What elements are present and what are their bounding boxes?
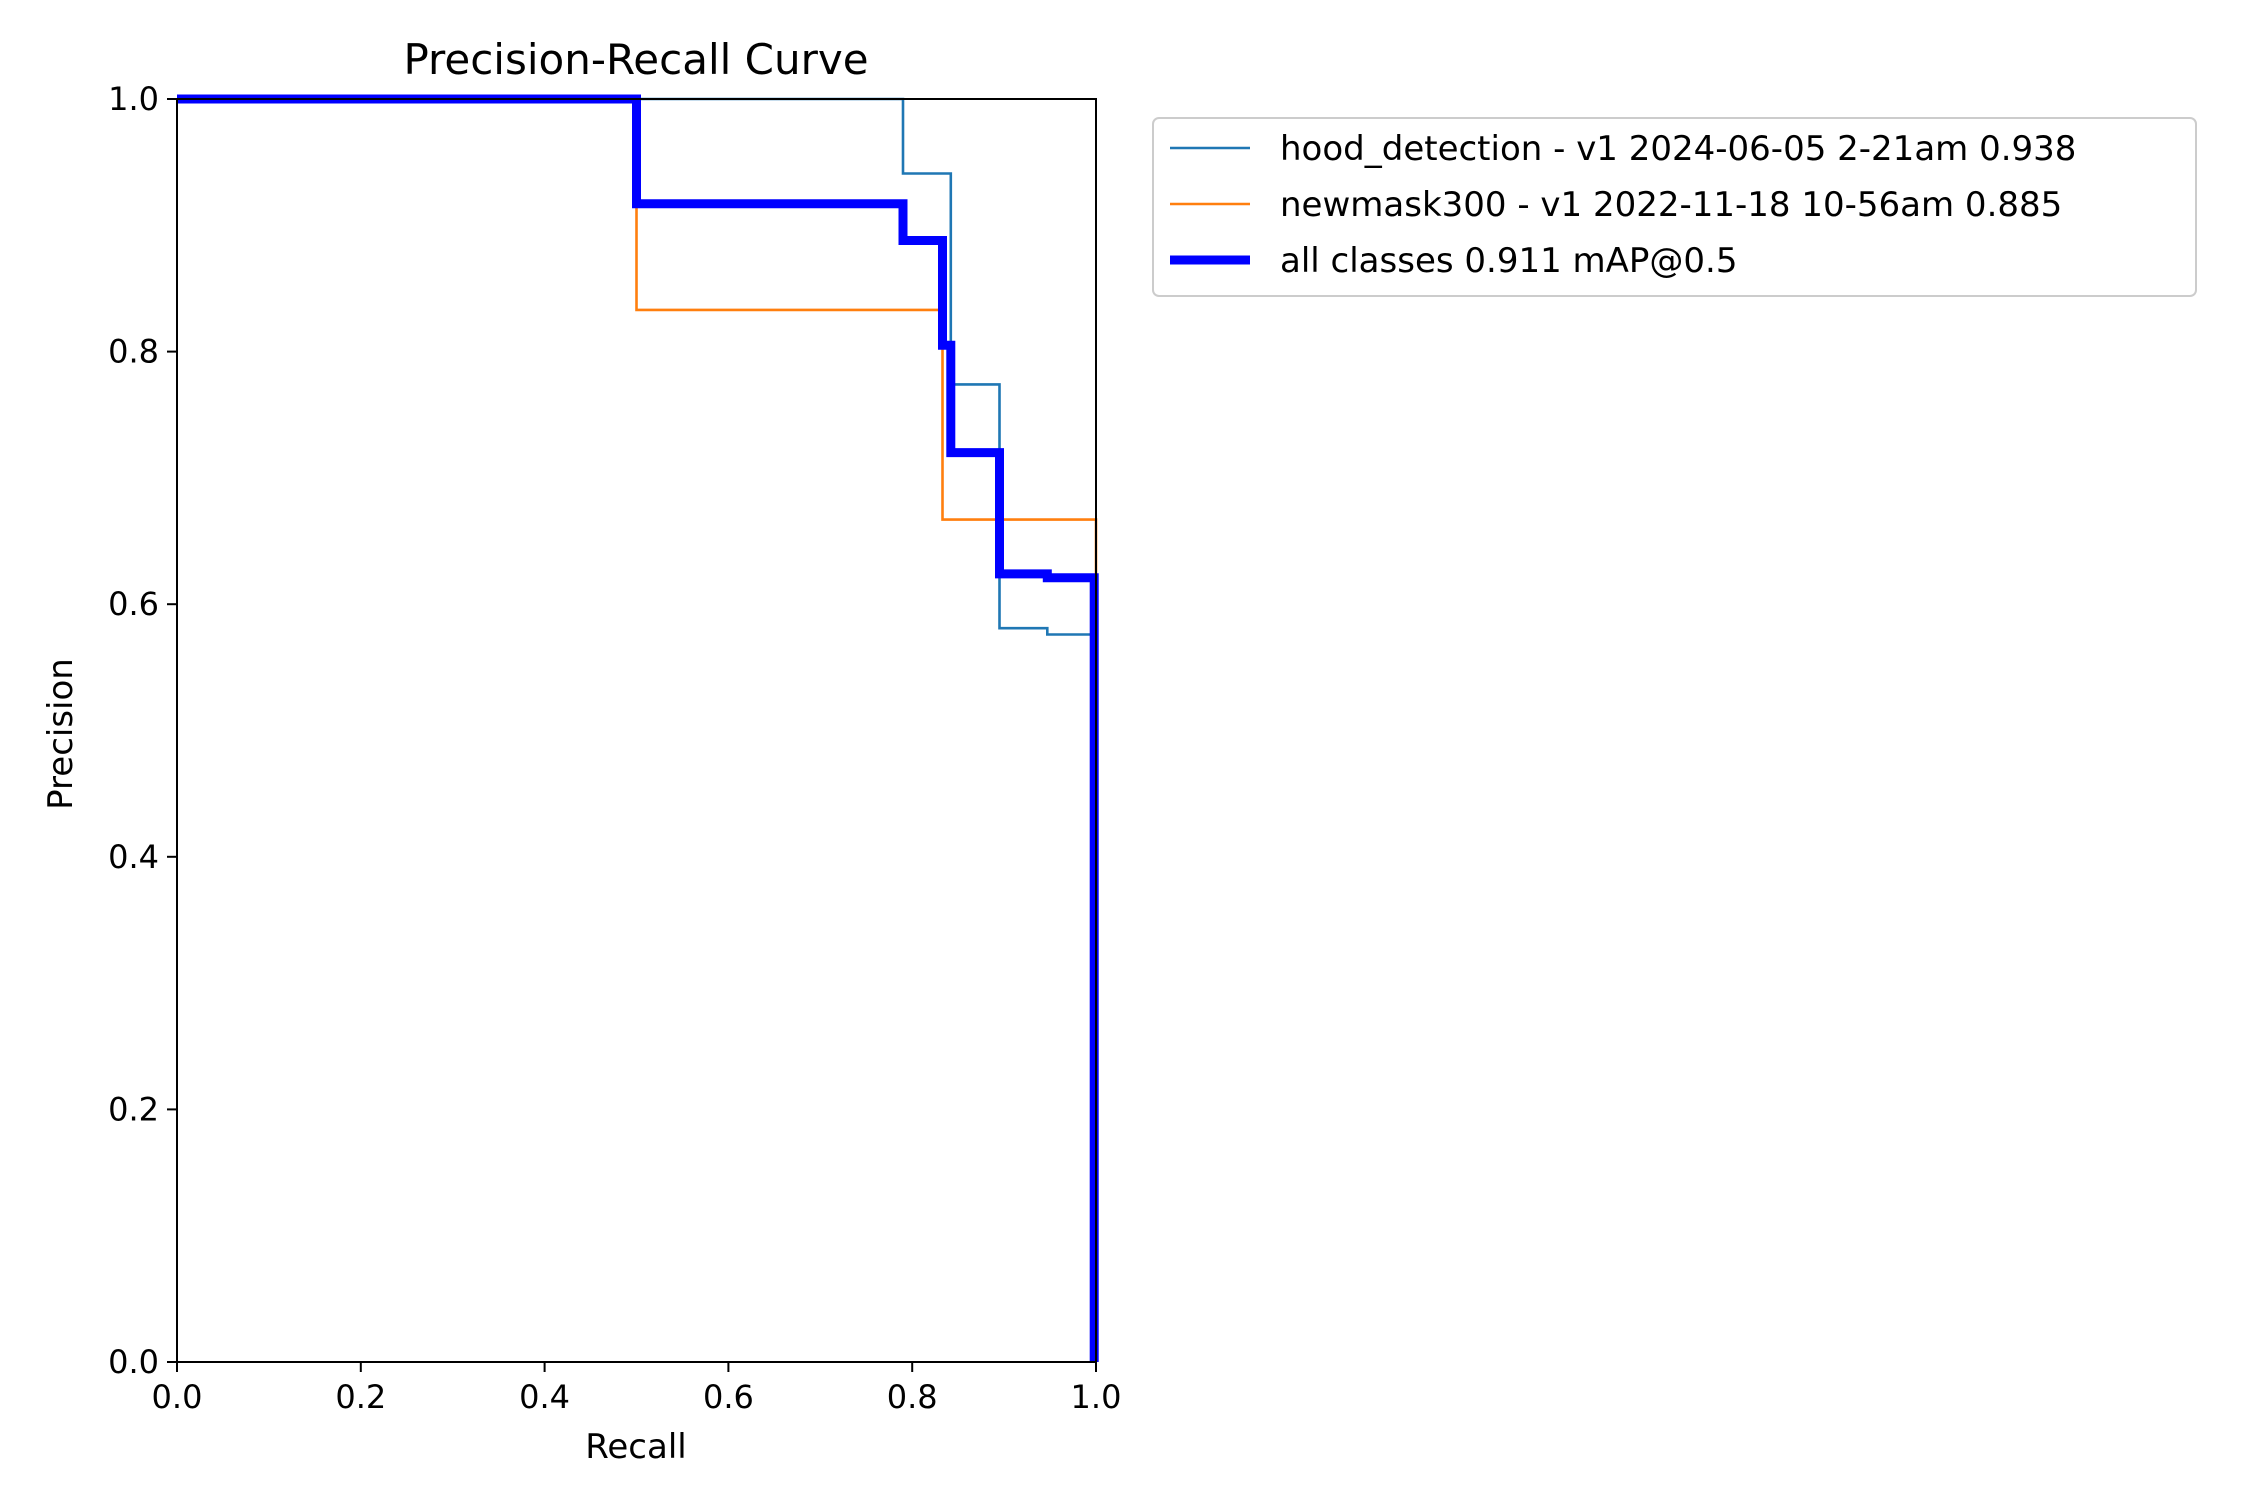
legend-label-0: hood_detection - v1 2024-06-05 2-21am 0.… [1280,129,2076,169]
plot-area [176,94,1099,1363]
x-tick-label: 0.6 [703,1378,754,1416]
legend-items: hood_detection - v1 2024-06-05 2-21am 0.… [1170,129,2076,281]
y-tick-label: 0.8 [108,333,159,371]
legend-label-1: newmask300 - v1 2022-11-18 10-56am 0.885 [1280,185,2062,225]
x-axis-label: Recall [585,1427,686,1467]
x-tick-label: 0.0 [152,1378,203,1416]
plot-frame [176,98,1097,1363]
x-tick-label: 0.2 [335,1378,386,1416]
y-tick-label: 0.0 [108,1343,159,1381]
legend-box [1152,117,2197,297]
series-line-0 [177,97,1098,1362]
y-tick-label: 0.6 [108,585,159,623]
y-tick-label: 1.0 [108,80,159,118]
y-tick-label: 0.4 [108,838,159,876]
x-tick-label: 0.8 [887,1378,938,1416]
y-tick-label: 0.2 [108,1090,159,1128]
x-tick-label: 1.0 [1071,1378,1122,1416]
y-axis: 0.0 0.2 0.4 0.6 0.8 1.0 [108,80,177,1381]
x-tick-label: 0.4 [519,1378,570,1416]
series-line-2 [177,94,1099,1362]
y-axis-label: Precision [41,658,81,810]
x-axis: 0.0 0.2 0.4 0.6 0.8 1.0 [152,1362,1122,1416]
legend-label-2: all classes 0.911 mAP@0.5 [1280,241,1737,281]
chart-title: Precision-Recall Curve [403,35,868,84]
legend: hood_detection - v1 2024-06-05 2-21am 0.… [1152,117,2197,297]
